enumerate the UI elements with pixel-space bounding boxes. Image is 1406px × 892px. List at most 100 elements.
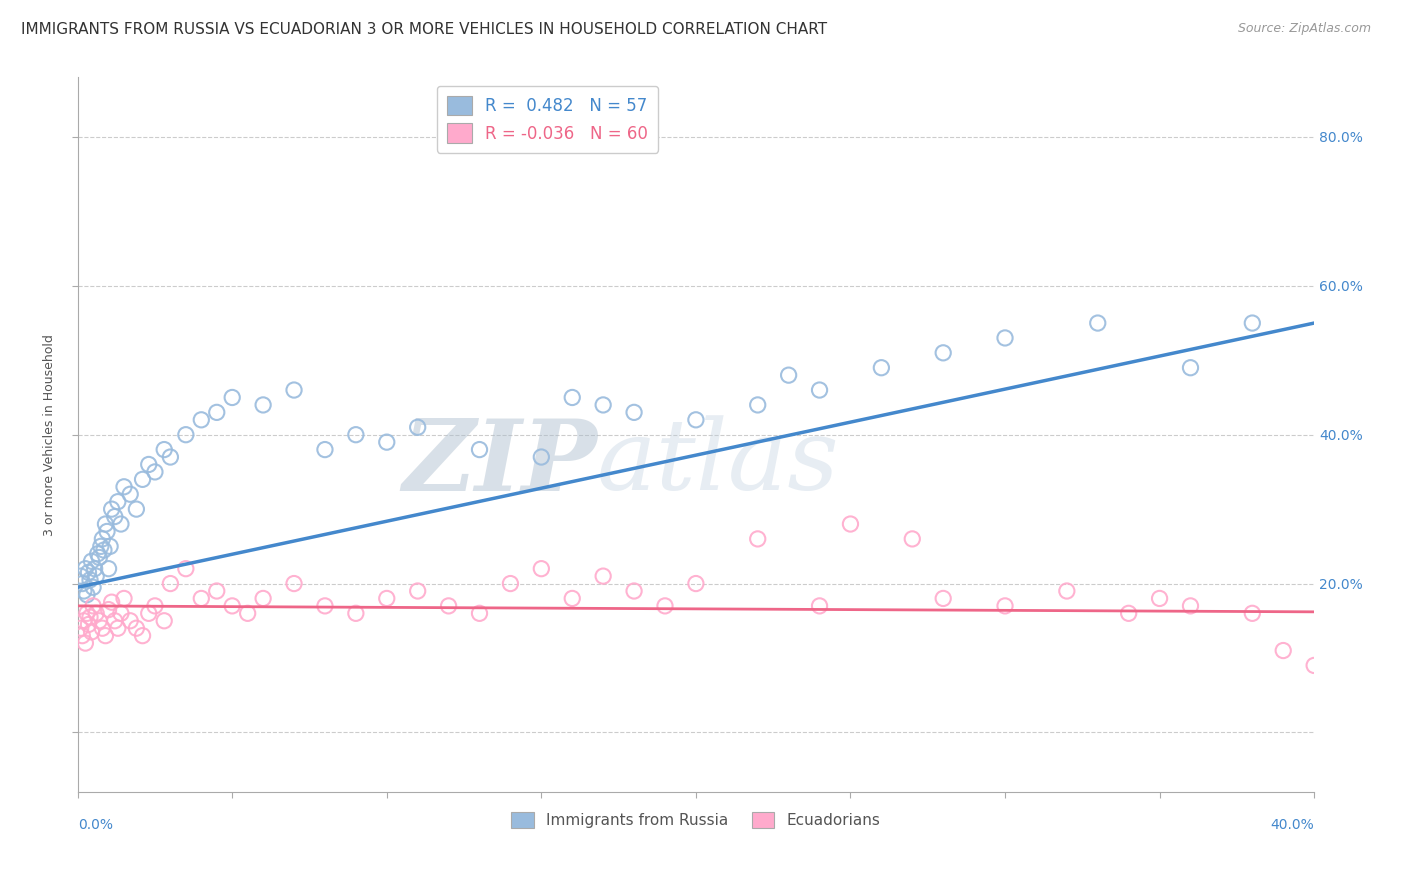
Text: 0.0%: 0.0% <box>77 818 112 832</box>
Point <box>89 550 111 565</box>
Point <box>75 562 97 576</box>
Point <box>901 532 924 546</box>
Point <box>112 480 135 494</box>
Point <box>252 398 274 412</box>
Point <box>592 569 614 583</box>
Point <box>747 398 769 412</box>
Point <box>79 573 101 587</box>
Point <box>80 624 103 639</box>
Point <box>153 614 176 628</box>
Point <box>808 383 831 397</box>
Point <box>561 591 583 606</box>
Point <box>174 562 197 576</box>
Point <box>1241 607 1264 621</box>
Point <box>623 584 645 599</box>
Point <box>1272 643 1295 657</box>
Point <box>1319 614 1341 628</box>
Point <box>100 502 122 516</box>
Point <box>375 435 398 450</box>
Point <box>110 516 132 531</box>
Point <box>994 599 1017 613</box>
Point <box>406 584 429 599</box>
Point <box>283 383 305 397</box>
Point <box>73 614 96 628</box>
Point <box>90 539 112 553</box>
Point <box>1056 584 1078 599</box>
Point <box>592 398 614 412</box>
Point <box>97 562 120 576</box>
Point <box>125 621 148 635</box>
Point <box>143 599 166 613</box>
Point <box>100 595 122 609</box>
Text: Source: ZipAtlas.com: Source: ZipAtlas.com <box>1237 22 1371 36</box>
Point <box>685 413 707 427</box>
Point <box>96 524 118 539</box>
Point <box>406 420 429 434</box>
Point <box>120 614 142 628</box>
Point <box>747 532 769 546</box>
Point <box>932 346 955 360</box>
Point <box>344 427 367 442</box>
Point <box>104 509 127 524</box>
Point <box>808 599 831 613</box>
Point <box>839 516 862 531</box>
Point <box>104 614 127 628</box>
Point <box>468 442 491 457</box>
Point <box>91 621 114 635</box>
Point <box>94 516 117 531</box>
Point <box>530 450 553 464</box>
Point <box>138 458 160 472</box>
Point <box>98 539 121 553</box>
Point <box>221 391 243 405</box>
Point <box>1303 658 1326 673</box>
Point <box>131 629 153 643</box>
Point <box>69 621 91 635</box>
Point <box>112 591 135 606</box>
Point <box>87 547 110 561</box>
Point <box>94 629 117 643</box>
Point <box>89 614 111 628</box>
Point <box>437 599 460 613</box>
Point <box>314 599 336 613</box>
Point <box>79 610 101 624</box>
Point <box>221 599 243 613</box>
Point <box>93 543 115 558</box>
Point <box>1149 591 1171 606</box>
Point <box>174 427 197 442</box>
Point <box>623 405 645 419</box>
Point <box>76 588 98 602</box>
Point <box>125 502 148 516</box>
Point <box>91 532 114 546</box>
Point <box>314 442 336 457</box>
Text: ZIP: ZIP <box>402 415 598 511</box>
Point <box>994 331 1017 345</box>
Point <box>205 405 228 419</box>
Point <box>468 607 491 621</box>
Point <box>159 450 181 464</box>
Point <box>131 472 153 486</box>
Point <box>252 591 274 606</box>
Legend: Immigrants from Russia, Ecuadorians: Immigrants from Russia, Ecuadorians <box>505 806 887 834</box>
Point <box>82 599 104 613</box>
Point <box>205 584 228 599</box>
Point <box>499 576 522 591</box>
Point <box>190 591 212 606</box>
Point <box>80 554 103 568</box>
Point <box>75 636 97 650</box>
Point <box>778 368 800 383</box>
Y-axis label: 3 or more Vehicles in Household: 3 or more Vehicles in Household <box>44 334 56 535</box>
Point <box>190 413 212 427</box>
Point <box>236 607 259 621</box>
Point <box>870 360 893 375</box>
Point <box>84 607 107 621</box>
Point <box>138 607 160 621</box>
Text: IMMIGRANTS FROM RUSSIA VS ECUADORIAN 3 OR MORE VEHICLES IN HOUSEHOLD CORRELATION: IMMIGRANTS FROM RUSSIA VS ECUADORIAN 3 O… <box>21 22 827 37</box>
Point <box>77 566 100 580</box>
Point <box>73 584 96 599</box>
Point <box>932 591 955 606</box>
Point <box>344 607 367 621</box>
Point <box>1241 316 1264 330</box>
Point <box>375 591 398 606</box>
Point <box>77 617 100 632</box>
Text: 40.0%: 40.0% <box>1271 818 1315 832</box>
